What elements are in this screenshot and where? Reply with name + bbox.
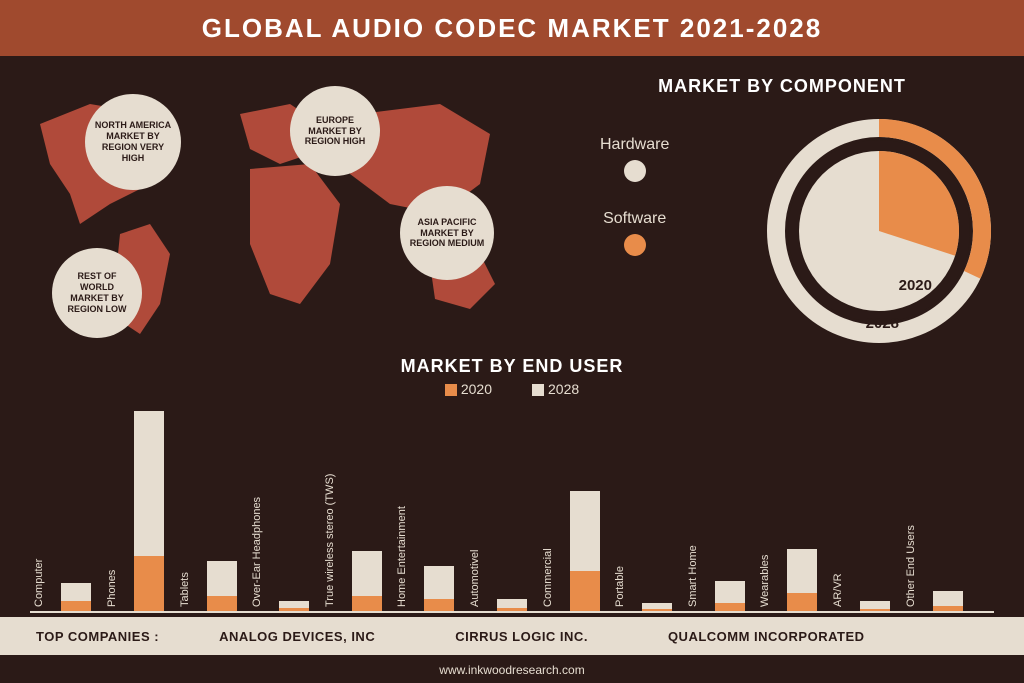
- region-bubble: EUROPE MARKET BY REGION HIGH: [290, 86, 380, 176]
- bar-group: Wearables: [777, 549, 827, 611]
- bar-stack: [279, 601, 309, 611]
- bar-stack: [497, 599, 527, 611]
- bar-label: Over-Ear Headphones: [251, 497, 263, 607]
- bar-group: Home Entertainment: [414, 566, 464, 611]
- bar-group: Automotivel: [487, 599, 537, 611]
- region-label: REST OF WORLD MARKET BY REGION LOW: [60, 271, 134, 314]
- donut-label-2028: 2028: [866, 315, 899, 332]
- bar-stack: [207, 561, 237, 611]
- bar-legend-item: 2028: [532, 381, 579, 397]
- bar-label: Smart Home: [687, 545, 699, 607]
- component-title: MARKET BY COMPONENT: [540, 76, 1024, 97]
- bar-group: Smart Home: [705, 581, 755, 611]
- region-label: ASIA PACIFIC MARKET BY REGION MEDIUM: [408, 217, 486, 249]
- company-name: CIRRUS LOGIC INC.: [455, 629, 588, 644]
- bar-label: Computer: [33, 559, 45, 607]
- source-url: www.inkwoodresearch.com: [0, 663, 1024, 677]
- component-legend: Hardware Software: [600, 136, 669, 284]
- region-label: NORTH AMERICA MARKET BY REGION VERY HIGH: [93, 120, 173, 163]
- bar-label: Tablets: [179, 572, 191, 607]
- world-map-area: NORTH AMERICA MARKET BY REGION VERY HIGH…: [0, 56, 540, 356]
- legend-dot: [624, 234, 646, 256]
- legend-label: Hardware: [600, 136, 669, 154]
- bar-section: MARKET BY END USER 2020 2028 Computer Phon…: [0, 356, 1024, 613]
- bar-label: AR/VR: [832, 573, 844, 607]
- bar-stack: [61, 583, 91, 611]
- page-title: GLOBAL AUDIO CODEC MARKET 2021-2028: [202, 13, 822, 44]
- bar-legend: 2020 2028: [30, 381, 994, 397]
- bar-stack: [570, 491, 600, 611]
- bar-label: Other End Users: [905, 525, 917, 607]
- bar-group: Phones: [124, 411, 174, 611]
- bar-group: Other End Users: [923, 591, 973, 611]
- bar-label: True wireless stereo (TWS): [324, 474, 336, 607]
- bar-legend-item: 2020: [445, 381, 492, 397]
- company-name: ANALOG DEVICES, INC: [219, 629, 375, 644]
- bar-stack: [787, 549, 817, 611]
- bar-group: AR/VR: [850, 601, 900, 611]
- region-label: EUROPE MARKET BY REGION HIGH: [298, 115, 372, 147]
- bar-group: Tablets: [197, 561, 247, 611]
- bar-label: Phones: [106, 570, 118, 607]
- bar-stack: [424, 566, 454, 611]
- legend-row: Hardware: [600, 136, 669, 182]
- bar-chart: Computer Phones Tablets Over-Ear Headphones…: [30, 403, 994, 613]
- donut-label-2020: 2020: [899, 277, 932, 294]
- bar-stack: [860, 601, 890, 611]
- bar-stack: [933, 591, 963, 611]
- bar-stack: [642, 603, 672, 611]
- bar-label: Portable: [614, 566, 626, 607]
- legend-row: Software: [600, 210, 669, 256]
- donut-chart: 2020 2028: [764, 116, 994, 346]
- upper-row: NORTH AMERICA MARKET BY REGION VERY HIGH…: [0, 56, 1024, 356]
- bar-group: Portable: [632, 603, 682, 611]
- bar-label: Automotivel: [469, 550, 481, 607]
- bar-stack: [715, 581, 745, 611]
- bar-title: MARKET BY END USER: [30, 356, 994, 377]
- company-name: QUALCOMM INCORPORATED: [668, 629, 865, 644]
- bar-label: Commercial: [542, 548, 554, 607]
- bar-stack: [352, 551, 382, 611]
- legend-label: Software: [603, 210, 666, 228]
- bar-group: True wireless stereo (TWS): [342, 551, 392, 611]
- bar-group: Commercial: [560, 491, 610, 611]
- legend-dot: [624, 160, 646, 182]
- region-bubble: ASIA PACIFIC MARKET BY REGION MEDIUM: [400, 186, 494, 280]
- component-area: MARKET BY COMPONENT Hardware Software 202…: [540, 56, 1024, 356]
- bar-group: Computer: [51, 583, 101, 611]
- top-companies-label: TOP COMPANIES :: [36, 629, 159, 644]
- title-bar: GLOBAL AUDIO CODEC MARKET 2021-2028: [0, 0, 1024, 56]
- footer-bar: TOP COMPANIES : ANALOG DEVICES, INC CIRRU…: [0, 617, 1024, 655]
- region-bubble: NORTH AMERICA MARKET BY REGION VERY HIGH: [85, 94, 181, 190]
- bar-label: Wearables: [759, 555, 771, 607]
- bar-stack: [134, 411, 164, 611]
- region-bubble: REST OF WORLD MARKET BY REGION LOW: [52, 248, 142, 338]
- bar-label: Home Entertainment: [396, 506, 408, 607]
- bar-group: Over-Ear Headphones: [269, 601, 319, 611]
